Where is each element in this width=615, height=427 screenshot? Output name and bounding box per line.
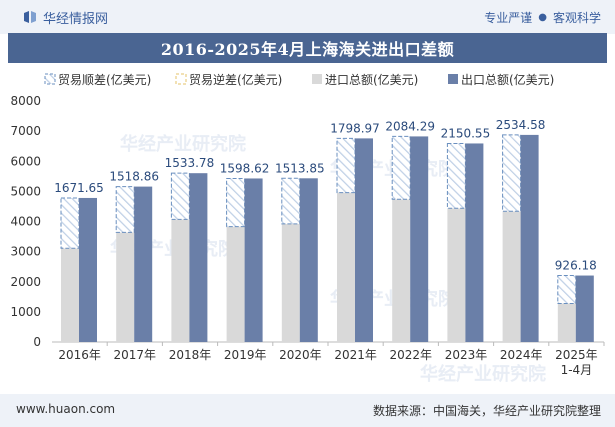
- legend-label: 出口总额(亿美元): [461, 72, 554, 87]
- bar-export: [134, 186, 153, 342]
- data-label-surplus: 2534.58: [496, 118, 546, 132]
- data-label-surplus: 1798.97: [330, 121, 380, 135]
- brand-name: 华经情报网: [43, 11, 109, 27]
- bar-import: [171, 219, 190, 342]
- y-tick-label: 8000: [10, 94, 41, 108]
- bar-surplus: [391, 135, 411, 200]
- bar-import: [502, 211, 521, 342]
- chart: 贸易顺差(亿美元) 贸易逆差(亿美元) 进口总额(亿美元) 出口总额(亿美元) 华经产…: [10, 72, 605, 385]
- x-tick-label: 2025年 1-4月: [555, 348, 598, 377]
- y-tick-label: 5000: [10, 184, 41, 198]
- bar-export: [410, 136, 429, 342]
- legend-swatch-import: [312, 74, 322, 84]
- bar-import: [337, 192, 355, 342]
- bar-surplus: [281, 177, 301, 225]
- x-tick-label: 2023年: [445, 348, 488, 362]
- bar-export: [520, 134, 539, 342]
- legend-label: 进口总额(亿美元): [325, 72, 418, 87]
- x-tick-label: 2017年: [114, 348, 157, 362]
- bar-surplus: [226, 177, 246, 228]
- data-label-surplus: 1518.86: [109, 170, 159, 184]
- bar-import: [116, 232, 135, 342]
- bar-export: [189, 173, 208, 342]
- bar-import: [557, 303, 576, 342]
- legend-swatch-surplus: [44, 73, 56, 85]
- x-tick-label: 2024年: [500, 348, 543, 362]
- bar-surplus: [502, 134, 522, 212]
- x-tick-label: 2020年: [279, 348, 322, 362]
- bar-surplus: [115, 186, 135, 233]
- data-label-surplus: 926.18: [555, 259, 597, 273]
- y-tick-label: 6000: [10, 154, 41, 168]
- bar-surplus: [170, 172, 190, 220]
- x-tick-label: 2022年: [390, 348, 433, 362]
- tag-objective: 客观科学: [552, 11, 601, 25]
- bar-import: [226, 226, 245, 342]
- brand-logo-icon: [24, 11, 36, 23]
- data-labels: 1671.65 1518.86 1533.78 1598.62 1513.85 1798.…: [54, 118, 597, 273]
- legend-swatch-export: [448, 74, 458, 84]
- x-tick-label: 2019年: [224, 348, 267, 362]
- data-label-surplus: 2084.29: [385, 119, 435, 133]
- bars: [60, 134, 594, 342]
- data-label-surplus: 2150.55: [441, 126, 491, 140]
- footer-source: 数据来源：中国海关，华经产业研究院整理: [372, 404, 601, 418]
- separator-dot-icon: ●: [538, 12, 547, 23]
- header-tags: 专业严谨 ● 客观科学: [484, 9, 601, 26]
- footer-url[interactable]: www.huaon.com: [16, 402, 116, 416]
- bar-surplus: [60, 197, 80, 249]
- bar-surplus: [446, 142, 466, 209]
- bar-import: [392, 199, 411, 342]
- y-tick-label: 3000: [10, 245, 41, 259]
- data-label-surplus: 1598.62: [220, 161, 270, 175]
- tag-professional: 专业严谨: [484, 11, 533, 25]
- x-tick-label: 2021年: [334, 348, 377, 362]
- bar-import: [281, 223, 300, 342]
- data-label-surplus: 1513.85: [275, 161, 325, 175]
- bar-import: [447, 208, 466, 342]
- bar-export: [355, 138, 373, 342]
- watermark-text: 华经产业研究院: [420, 363, 546, 385]
- watermark-text: 华经产业研究院: [120, 133, 246, 155]
- bar-export: [575, 275, 594, 342]
- y-tick-label: 4000: [10, 215, 41, 229]
- bar-surplus: [557, 275, 577, 304]
- y-tick-label: 2000: [10, 275, 41, 289]
- bar-export: [79, 197, 97, 342]
- legend-label: 贸易顺差(亿美元): [58, 72, 151, 87]
- chart-title-bar: 2016-2025年4月上海海关进出口差额: [8, 33, 607, 63]
- header-bar: 华经情报网 专业严谨 ● 客观科学: [0, 0, 615, 34]
- y-tick-label: 0: [33, 335, 41, 349]
- legend-swatch-deficit: [175, 73, 187, 85]
- bar-export: [299, 178, 318, 342]
- legend: 贸易顺差(亿美元) 贸易逆差(亿美元) 进口总额(亿美元) 出口总额(亿美元): [44, 72, 554, 87]
- data-label-surplus: 1533.78: [165, 156, 215, 170]
- bar-import: [61, 248, 79, 342]
- y-tick-label: 7000: [10, 124, 41, 138]
- chart-title: 2016-2025年4月上海海关进出口差额: [160, 40, 455, 59]
- bar-export: [244, 178, 263, 342]
- bar-export: [465, 143, 484, 342]
- x-tick-label: 2016年: [58, 348, 101, 362]
- footer-bar: www.huaon.com 数据来源：中国海关，华经产业研究院整理: [0, 394, 615, 427]
- legend-label: 贸易逆差(亿美元): [189, 72, 282, 87]
- bar-surplus: [336, 137, 356, 194]
- x-tick-label: 2018年: [169, 348, 212, 362]
- data-label-surplus: 1671.65: [54, 181, 104, 195]
- brand[interactable]: 华经情报网: [22, 8, 109, 27]
- y-tick-label: 1000: [10, 305, 41, 319]
